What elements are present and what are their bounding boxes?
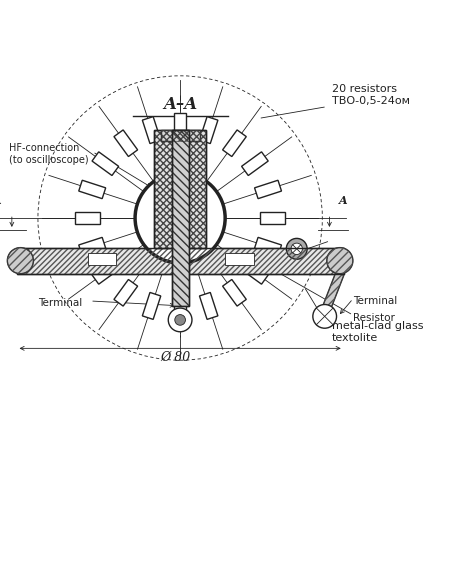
Text: Terminal: Terminal [353,296,397,306]
Polygon shape [79,237,106,256]
Bar [154,130,206,248]
Text: Resistor: Resistor [353,312,395,323]
Circle shape [291,243,302,254]
Bar [17,248,344,274]
Polygon shape [174,113,186,138]
Text: metal-clad glass
textolite: metal-clad glass textolite [332,321,423,342]
Circle shape [286,239,307,259]
Polygon shape [92,152,118,175]
Text: Ø 80: Ø 80 [160,351,191,364]
Polygon shape [142,293,161,319]
Circle shape [313,305,337,328]
Text: Terminal: Terminal [38,298,82,309]
Bar [154,130,206,248]
Circle shape [168,308,192,332]
Circle shape [135,173,225,263]
Bar [154,130,206,248]
Polygon shape [200,117,218,144]
Polygon shape [75,212,100,224]
Bar [17,248,344,274]
Polygon shape [142,117,161,144]
Polygon shape [79,180,106,199]
Bar [172,130,189,306]
Circle shape [176,214,184,222]
Bar [161,130,200,141]
Circle shape [8,248,34,274]
Bar [172,130,189,306]
Text: HF-connection
(to oscilloscope): HF-connection (to oscilloscope) [9,143,89,165]
Polygon shape [255,180,282,199]
Text: 20 resistors
ТВО-0,5-24ом: 20 resistors ТВО-0,5-24ом [332,84,410,105]
Polygon shape [223,280,246,306]
Polygon shape [223,130,246,157]
Bar [88,253,116,265]
Text: A–A: A–A [163,96,197,113]
Bar [172,130,189,306]
Polygon shape [92,261,118,284]
Polygon shape [174,298,186,323]
Polygon shape [255,237,282,256]
Polygon shape [260,212,285,224]
Bar [225,253,254,265]
Polygon shape [321,272,344,314]
Polygon shape [242,261,268,284]
Circle shape [175,315,185,325]
Text: A: A [339,195,348,206]
Bar [17,248,344,274]
Text: A: A [0,195,2,206]
Polygon shape [114,280,137,306]
Polygon shape [200,293,218,319]
Polygon shape [242,152,268,175]
Circle shape [327,248,353,274]
Bar [161,130,200,141]
Polygon shape [114,130,137,157]
